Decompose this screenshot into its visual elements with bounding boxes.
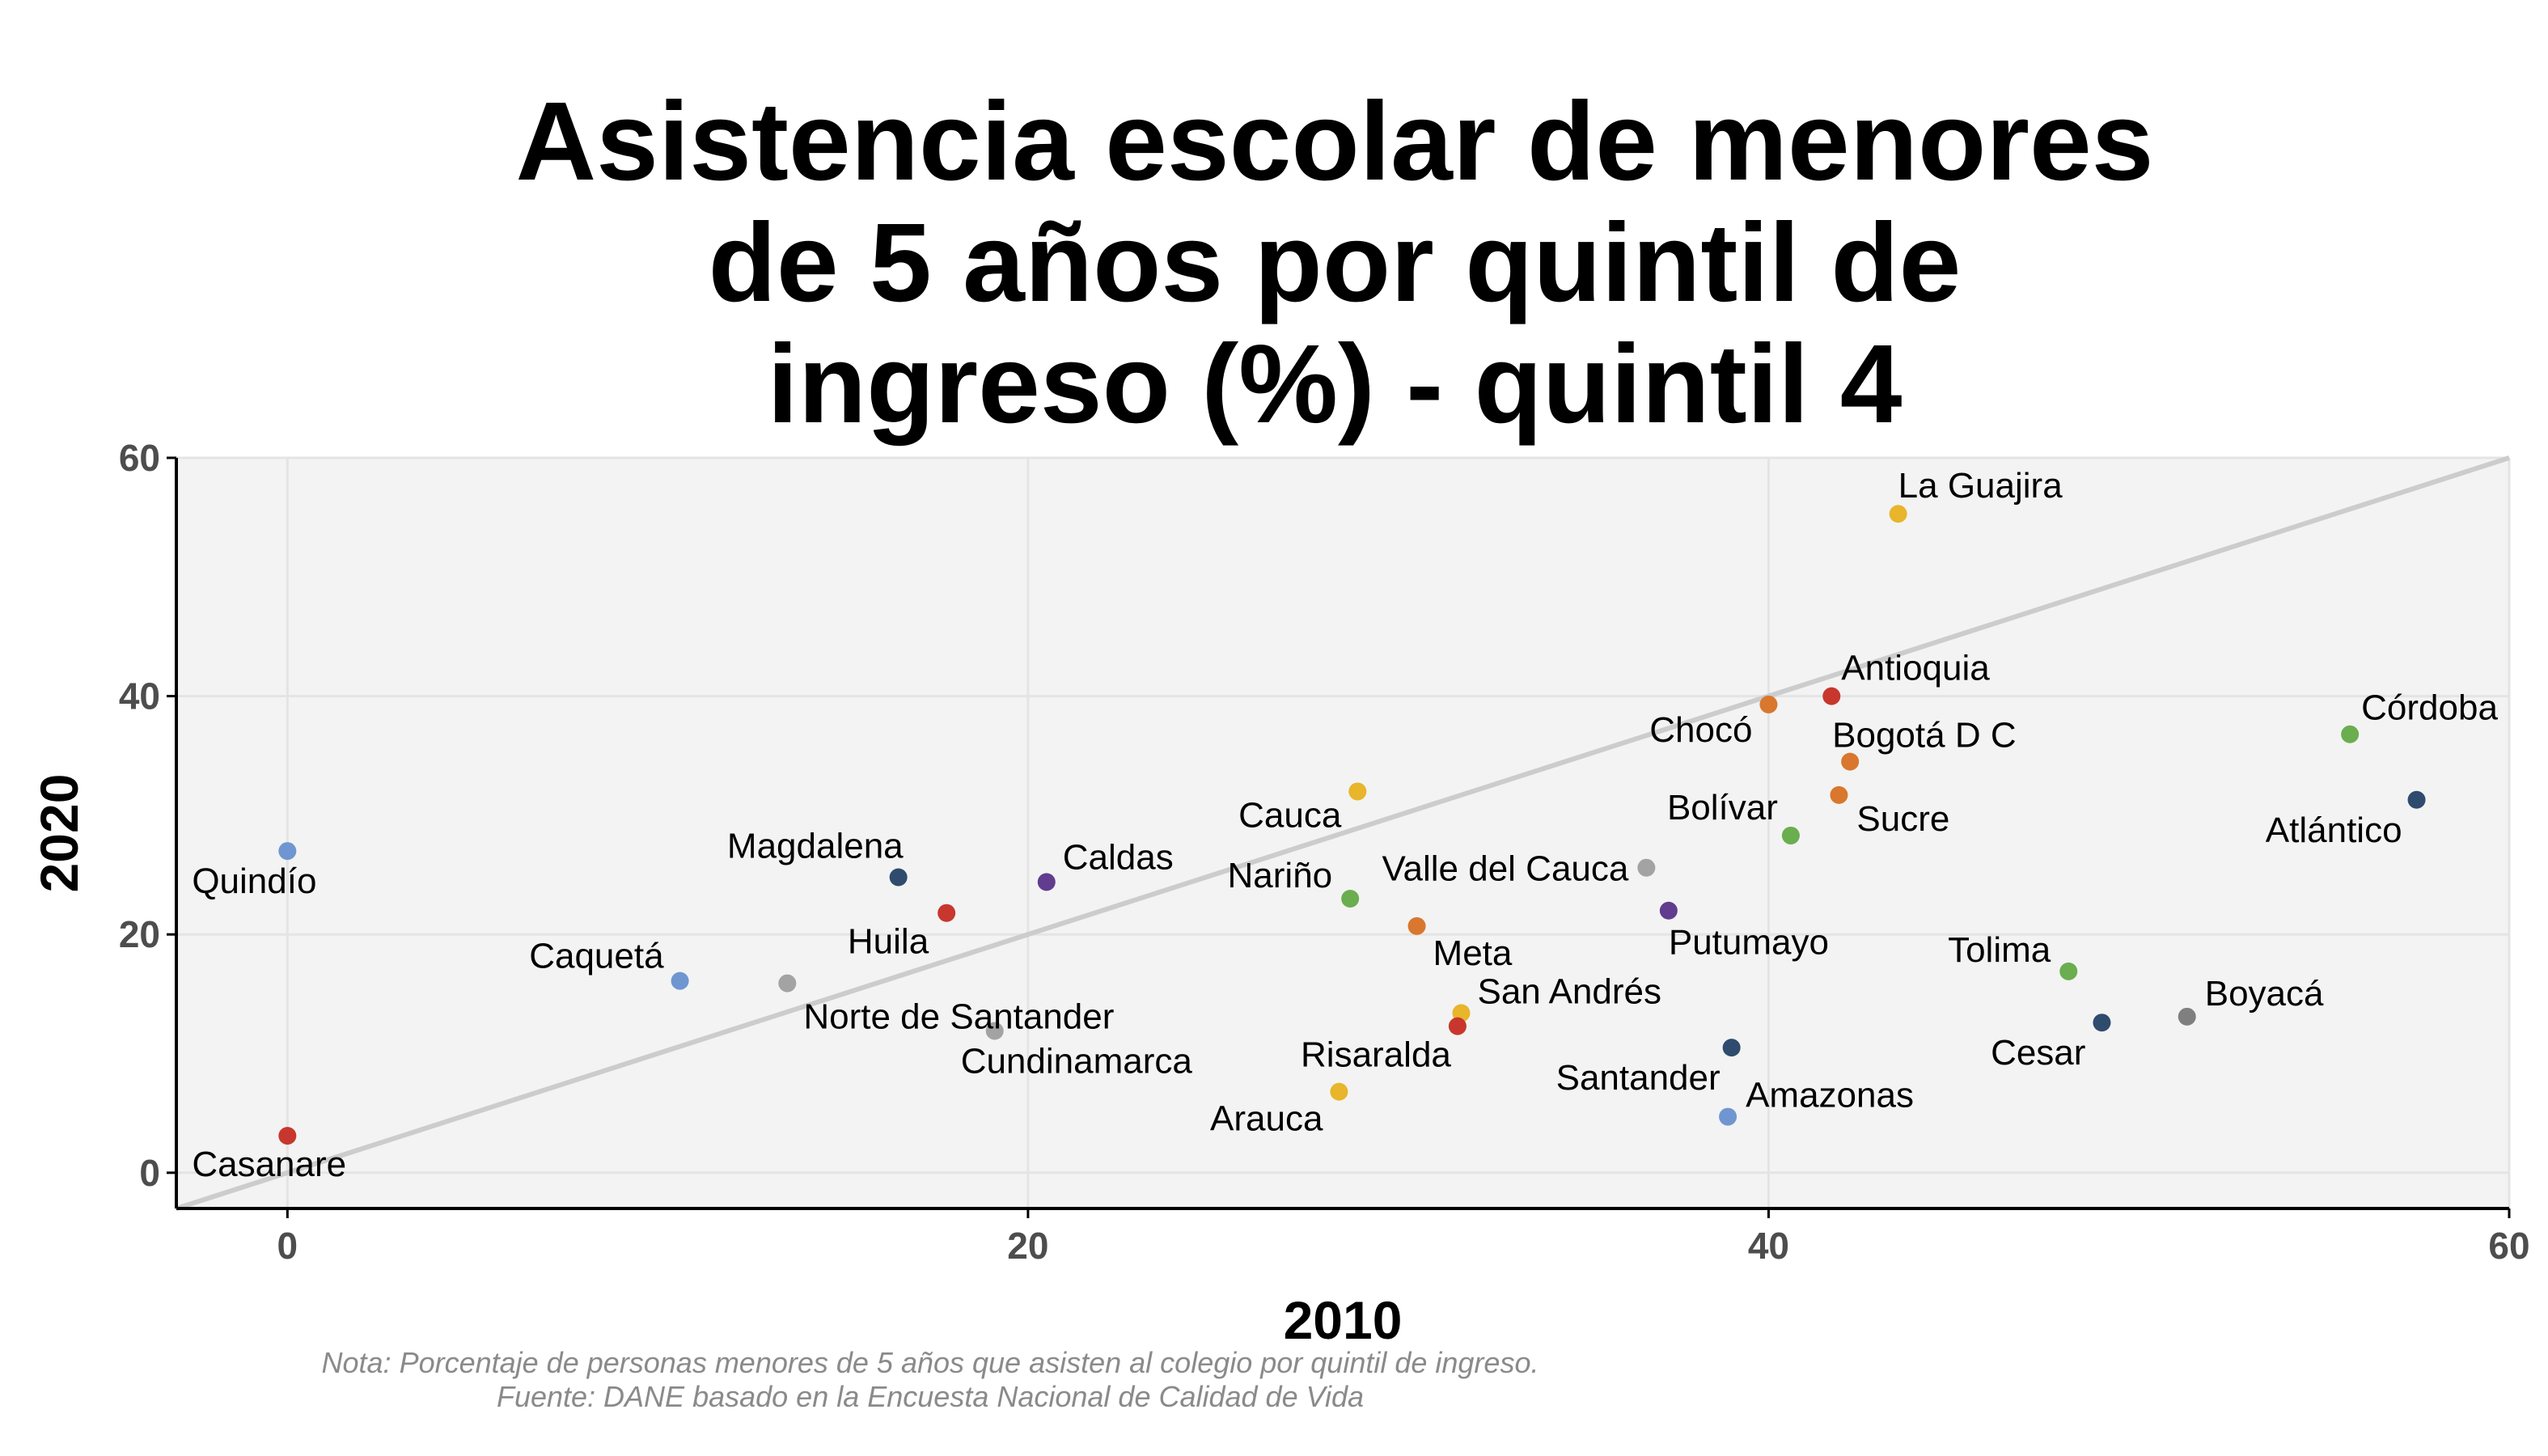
data-point xyxy=(671,971,689,990)
x-tick-label: 40 xyxy=(1748,1225,1789,1267)
point-label: Santander xyxy=(1556,1058,1721,1098)
point-label: Norte de Santander xyxy=(803,997,1114,1037)
x-tick-label: 20 xyxy=(1007,1225,1048,1267)
point-label: Córdoba xyxy=(2361,688,2498,728)
point-label: Atlántico xyxy=(2266,811,2402,850)
data-point xyxy=(2059,962,2078,980)
y-tick-label: 20 xyxy=(119,913,160,955)
point-label: Bolívar xyxy=(1667,788,1778,827)
data-point xyxy=(1841,752,1860,771)
data-point xyxy=(1330,1082,1348,1101)
point-label: Amazonas xyxy=(1746,1076,1914,1115)
data-point xyxy=(1637,858,1656,877)
point-label: Magdalena xyxy=(727,827,904,866)
point-label: Caquetá xyxy=(529,937,664,976)
data-point xyxy=(1822,687,1841,705)
x-tick-label: 60 xyxy=(2488,1225,2529,1267)
x-tick-label: 0 xyxy=(277,1225,298,1267)
point-label: Sucre xyxy=(1856,799,1949,839)
point-label: Cauca xyxy=(1238,795,1342,835)
data-point xyxy=(1348,782,1367,801)
data-point xyxy=(1722,1039,1741,1057)
point-label: Boyacá xyxy=(2205,974,2324,1014)
note-line: Fuente: DANE basado en la Encuesta Nacio… xyxy=(496,1380,1365,1413)
data-point xyxy=(1889,505,1907,523)
chart-title-line: de 5 años por quintil de xyxy=(708,201,1962,325)
data-point xyxy=(778,974,797,993)
data-point xyxy=(1759,695,1778,713)
data-point xyxy=(278,842,297,861)
point-label: San Andrés xyxy=(1477,971,1661,1011)
data-point xyxy=(1341,890,1360,908)
data-point xyxy=(278,1127,297,1145)
point-labels: La Guajira Antioquia Chocó Córdoba Bogotá D … xyxy=(192,466,2498,1184)
point-label: Putumayo xyxy=(1669,923,1829,963)
chart-title-line: ingreso (%) - quintil 4 xyxy=(767,322,1903,447)
point-label: Chocó xyxy=(1649,710,1752,750)
chart-title-line: Asistencia escolar de menores xyxy=(515,79,2154,204)
data-point xyxy=(1719,1107,1737,1126)
data-point xyxy=(1037,873,1056,891)
data-points xyxy=(278,505,2426,1145)
point-label: Huila xyxy=(848,922,929,962)
y-tick-label: 0 xyxy=(139,1152,160,1194)
point-label: Bogotá D C xyxy=(1832,716,2016,756)
y-tick-label: 40 xyxy=(119,675,160,717)
point-label: Quindío xyxy=(192,861,316,901)
grid-lines xyxy=(176,456,2511,1208)
x-axis-label: 2010 xyxy=(1284,1290,1403,1350)
y-axis-label: 2020 xyxy=(29,774,89,893)
data-point xyxy=(1781,826,1800,844)
data-point xyxy=(2093,1014,2111,1032)
point-label: Casanare xyxy=(192,1145,346,1184)
point-label: Nariño xyxy=(1228,856,1333,895)
point-label: Cesar xyxy=(1991,1033,2085,1073)
data-point xyxy=(1659,901,1678,920)
data-point xyxy=(938,904,956,922)
data-point xyxy=(985,1022,1004,1040)
chart-title: Asistencia escolar de menores de 5 años … xyxy=(356,81,2313,445)
data-point xyxy=(2341,725,2360,743)
y-tick-label: 60 xyxy=(119,437,160,479)
chart-note: Nota: Porcentaje de personas menores de … xyxy=(0,1346,1860,1414)
point-label: Risaralda xyxy=(1301,1035,1451,1075)
point-label: Antioquia xyxy=(1841,649,1990,688)
point-label: Caldas xyxy=(1063,837,1174,877)
data-point xyxy=(1407,916,1426,935)
point-label: Meta xyxy=(1433,933,1513,973)
point-label: Valle del Cauca xyxy=(1382,849,1628,889)
point-label: Arauca xyxy=(1210,1099,1323,1139)
data-point xyxy=(1830,785,1848,804)
data-point xyxy=(889,868,908,887)
data-point xyxy=(2178,1007,2196,1026)
point-label: Cundinamarca xyxy=(961,1042,1193,1081)
data-point xyxy=(2407,790,2426,809)
note-line: Nota: Porcentaje de personas menores de … xyxy=(321,1346,1539,1379)
point-label: Tolima xyxy=(1948,930,2051,970)
axis-ticks: 0 20 40 60 0 20 40 60 xyxy=(119,437,2530,1267)
reference-line xyxy=(176,455,2510,1211)
point-label: La Guajira xyxy=(1898,466,2063,506)
data-point xyxy=(1448,1017,1467,1035)
